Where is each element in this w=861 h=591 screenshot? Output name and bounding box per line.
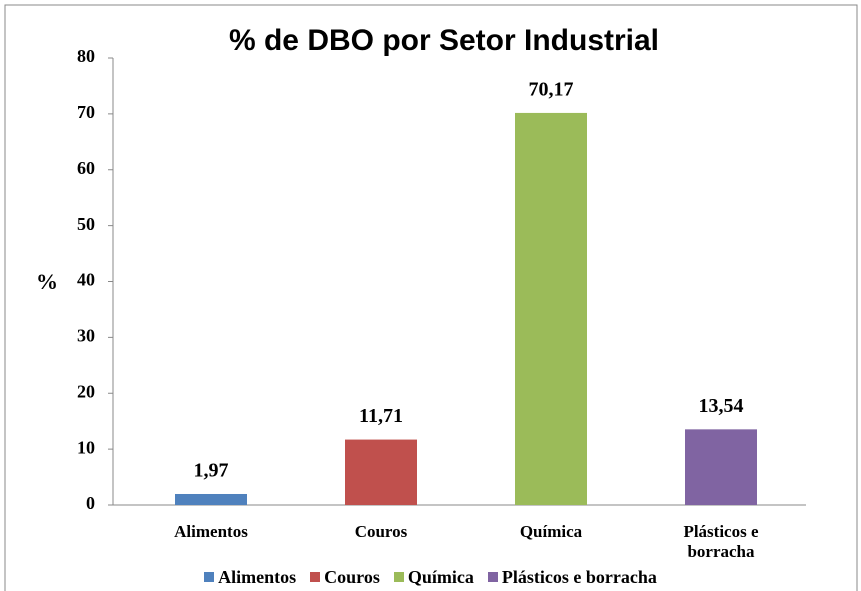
y-tick-label: 60: [77, 158, 95, 178]
legend-item: Alimentos: [204, 567, 296, 587]
chart-title: % de DBO por Setor Industrial: [229, 24, 659, 57]
legend-label: Alimentos: [218, 567, 297, 587]
x-tick-label: Química: [519, 522, 583, 541]
legend-swatch: [393, 572, 404, 582]
y-tick-label: 50: [77, 214, 95, 234]
y-tick-label: 70: [77, 102, 95, 122]
data-label: 13,54: [699, 395, 744, 417]
y-axis-label: %: [36, 269, 58, 294]
legend-label: Couros: [324, 567, 380, 587]
legend-swatch: [487, 572, 498, 582]
bar: [515, 112, 587, 506]
x-tick-label: Couros: [354, 522, 408, 541]
bar: [685, 429, 757, 505]
legend-label: Química: [407, 567, 474, 587]
bar: [345, 439, 417, 505]
legend-item: Couros: [310, 567, 380, 587]
legend-swatch: [310, 572, 321, 582]
legend-swatch: [204, 572, 215, 582]
y-tick-label: 40: [77, 270, 95, 290]
bar: [175, 493, 247, 505]
legend-item: Plásticos e borracha: [487, 567, 657, 587]
y-tick-label: 80: [77, 46, 95, 66]
y-tick-label: 30: [77, 326, 95, 346]
legend: Alimentos Couros Química Plásticos e borrac…: [0, 567, 861, 587]
y-tick-label: 0: [86, 493, 95, 513]
legend-label: Plásticos e borracha: [501, 567, 657, 587]
data-label: 11,71: [359, 405, 403, 427]
y-tick-label: 20: [77, 381, 95, 401]
x-tick-label: Plásticos e borracha: [683, 522, 759, 561]
frame: [4, 4, 858, 591]
data-label: 70,17: [529, 79, 574, 101]
data-label: 1,97: [194, 460, 229, 482]
y-tick-label: 10: [77, 437, 95, 457]
x-tick-label: Alimentos: [174, 522, 248, 541]
legend-item: Química: [393, 567, 474, 587]
